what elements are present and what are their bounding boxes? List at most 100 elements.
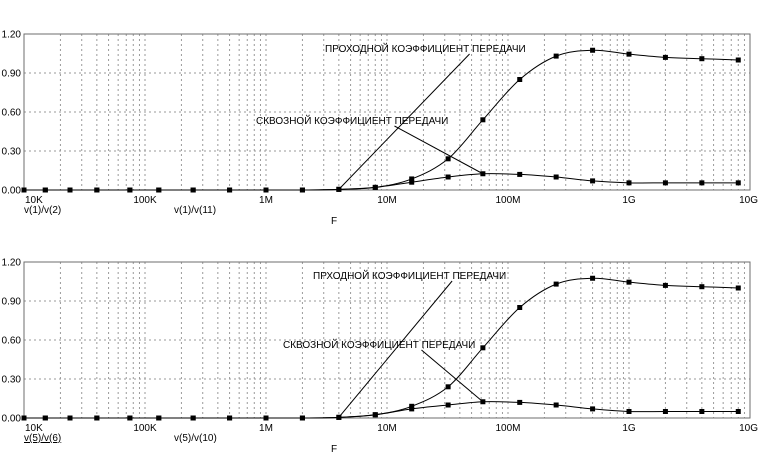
series-line <box>23 173 739 191</box>
data-point <box>67 415 73 421</box>
legend-entry[interactable]: v(1)/v(2) <box>24 205 61 216</box>
data-point <box>662 180 668 186</box>
data-point <box>299 187 305 193</box>
data-point <box>94 187 100 193</box>
data-point <box>662 409 668 414</box>
legend-entry[interactable]: v(5)/v(6) <box>24 433 61 444</box>
data-point <box>517 171 523 177</box>
legend-entry[interactable]: v(5)/v(10) <box>174 433 217 444</box>
data-point <box>127 415 133 421</box>
y-tick-label: 0.00 <box>2 414 22 425</box>
data-point <box>626 180 632 186</box>
legend-entry[interactable]: v(1)/v(11) <box>174 205 216 216</box>
chart-panel-2: 0.00 0.30 0.60 0.90 1.20 10K 100K 1M 10M 100M 1G 10… <box>2 258 759 456</box>
x-tick-label: 10M <box>377 195 396 206</box>
x-tick-label: 10M <box>377 423 396 434</box>
data-point <box>336 414 342 420</box>
data-point <box>190 187 196 193</box>
y-tick-label: 0.90 <box>2 297 22 308</box>
data-point <box>553 402 559 408</box>
series-annotation: ПРОХОДНОЙ КОЭФФИЦИЕНТ ПЕРЕДАЧИ <box>325 42 526 55</box>
annotation-leader <box>421 349 484 403</box>
series-annotation: СКВОЗНОЙ КОЭФФИЦИЕНТ ПЕРЕДАЧИ <box>256 114 448 127</box>
series-annotation: СКВОЗНОЙ КОЭФФИЦИЕНТ ПЕРЕДАЧИ <box>283 338 475 351</box>
data-point <box>263 415 269 421</box>
data-point <box>67 187 73 193</box>
data-point <box>299 415 305 421</box>
annotation-leader <box>338 280 453 418</box>
data-point <box>263 187 269 193</box>
data-point <box>662 54 668 60</box>
x-axis-label: F <box>331 216 337 227</box>
x-axis-label: F <box>331 444 337 455</box>
data-point <box>480 117 486 123</box>
data-point <box>227 415 233 421</box>
data-point <box>409 403 415 409</box>
data-point <box>517 399 523 405</box>
data-point <box>590 178 596 184</box>
plot-frame <box>23 33 751 191</box>
chart-panel-1: 0.00 0.30 0.60 0.90 1.20 10K 100K 1M 10M 100M 1G 10… <box>2 30 759 228</box>
data-point <box>445 174 451 180</box>
data-point <box>156 187 162 193</box>
y-tick-label: 0.00 <box>2 186 22 197</box>
data-point <box>590 275 596 281</box>
series-v(1)/v(11) <box>21 171 741 193</box>
y-tick-label: 0.90 <box>2 69 22 80</box>
plot-frame <box>23 261 751 419</box>
data-point <box>699 180 705 186</box>
x-tick-label: 10G <box>739 423 758 434</box>
data-point <box>517 77 523 82</box>
data-point <box>699 56 705 62</box>
data-point <box>409 406 415 412</box>
data-point <box>372 184 378 190</box>
y-tick-label: 0.30 <box>2 147 22 158</box>
data-point <box>21 187 27 193</box>
x-tick-label: 1M <box>259 195 273 206</box>
data-point <box>735 57 741 63</box>
x-tick-label: 10K <box>25 195 43 206</box>
series-annotation: ПРХОДНОЙ КОЭФФИЦИЕНТ ПЕРЕДАЧИ <box>313 269 506 282</box>
data-point <box>735 409 741 414</box>
data-point <box>445 402 451 408</box>
data-point <box>735 180 741 186</box>
data-point <box>409 179 415 185</box>
data-point <box>94 415 100 421</box>
x-tick-label: 100K <box>133 423 157 434</box>
x-tick-label: 10K <box>25 423 43 434</box>
data-point <box>480 345 486 351</box>
data-point <box>699 409 705 414</box>
y-tick-label: 0.30 <box>2 375 22 386</box>
data-point <box>227 187 233 193</box>
x-tick-label: 1G <box>622 423 636 434</box>
data-point <box>156 415 162 421</box>
y-tick-label: 1.20 <box>2 258 22 269</box>
data-point <box>553 53 559 59</box>
x-tick-label: 100M <box>495 195 520 206</box>
data-point <box>590 406 596 412</box>
x-tick-label: 100K <box>133 195 157 206</box>
data-point <box>21 415 27 421</box>
data-point <box>336 186 342 192</box>
data-point <box>127 187 133 193</box>
x-tick-label: 10G <box>739 195 758 206</box>
data-point <box>445 384 451 390</box>
data-point <box>42 415 48 421</box>
data-point <box>190 415 196 421</box>
y-tick-label: 1.20 <box>2 30 22 41</box>
data-point <box>699 284 705 290</box>
data-point <box>42 187 48 193</box>
data-point <box>553 281 559 287</box>
data-point <box>445 156 451 162</box>
data-point <box>626 409 632 414</box>
data-point <box>372 412 378 418</box>
data-point <box>517 305 523 310</box>
data-point <box>735 285 741 291</box>
x-tick-label: 1M <box>259 423 273 434</box>
data-point <box>409 176 415 182</box>
y-tick-label: 0.60 <box>2 108 22 119</box>
data-point <box>590 47 596 53</box>
annotation-leader <box>394 125 484 175</box>
data-point <box>553 174 559 180</box>
